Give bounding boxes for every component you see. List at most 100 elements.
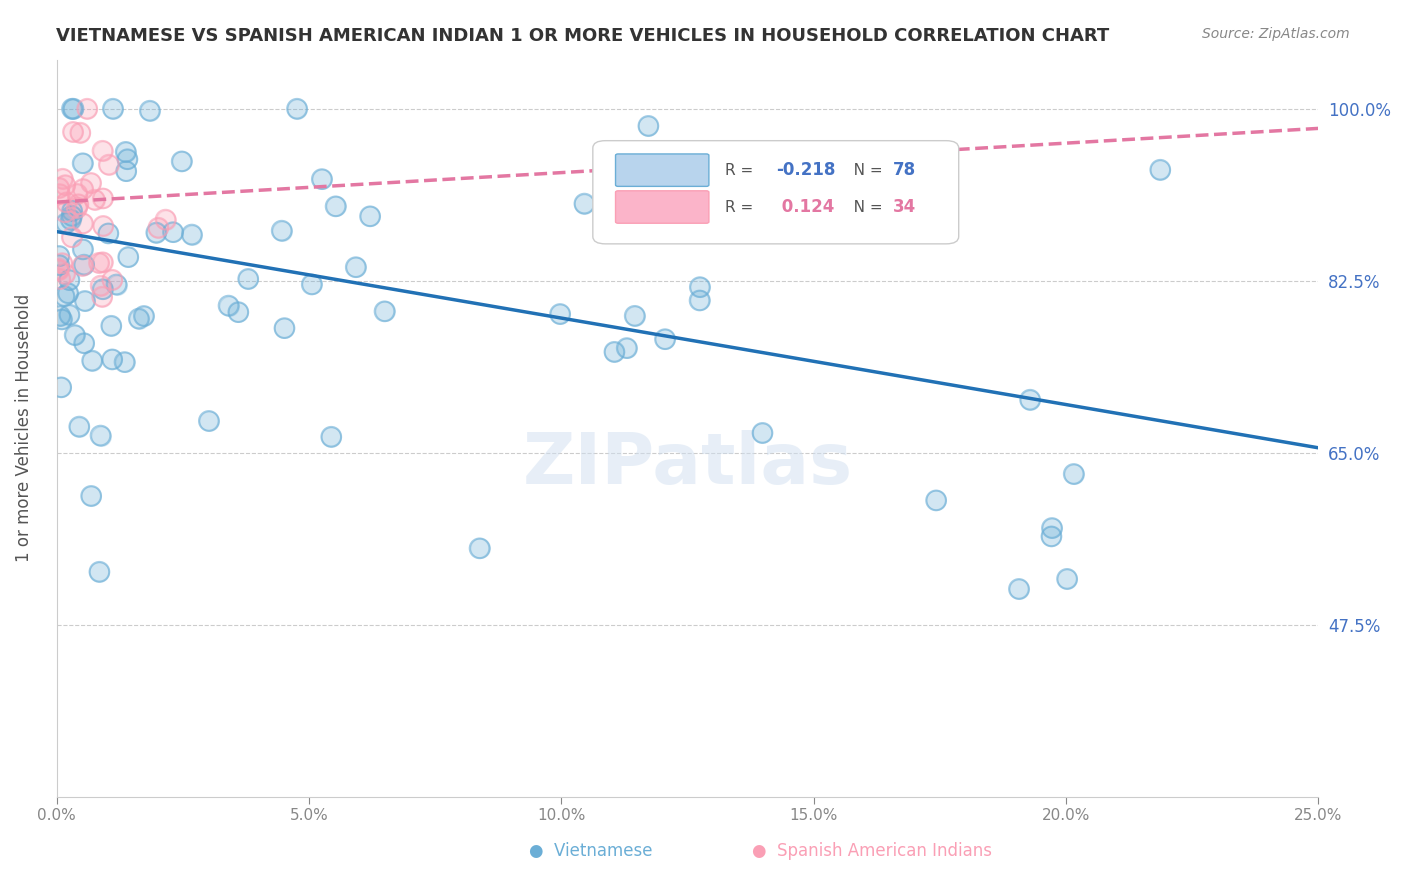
Point: [1019, 392, 1042, 407]
Point: [654, 332, 676, 346]
Point: [82, 353, 104, 368]
Point: [48, 180, 70, 194]
Text: Source: ZipAtlas.com: Source: ZipAtlas.com: [1202, 27, 1350, 41]
Point: [90, 278, 112, 293]
Point: [63, 328, 86, 343]
Point: [91, 219, 114, 233]
Point: [91, 282, 114, 296]
Point: [115, 164, 138, 178]
Text: R =: R =: [725, 162, 758, 178]
Point: [751, 425, 773, 440]
Point: [48, 187, 70, 202]
Text: ●  Spanish American Indians: ● Spanish American Indians: [752, 842, 991, 860]
Text: ●  Vietnamese: ● Vietnamese: [529, 842, 652, 860]
Text: 0.124: 0.124: [776, 198, 834, 216]
Point: [145, 226, 167, 240]
Y-axis label: 1 or more Vehicles in Household: 1 or more Vehicles in Household: [15, 294, 32, 562]
Point: [270, 224, 292, 238]
Point: [114, 145, 136, 159]
Point: [311, 172, 333, 186]
Point: [374, 304, 396, 318]
Point: [48, 263, 70, 277]
Point: [66, 201, 89, 215]
Point: [218, 299, 240, 313]
Point: [723, 189, 745, 203]
Text: 34: 34: [893, 198, 917, 216]
Point: [51, 256, 73, 270]
Point: [60, 102, 83, 116]
Point: [63, 328, 86, 343]
Point: [49, 380, 72, 394]
Point: [58, 308, 80, 322]
Point: [198, 414, 221, 428]
Point: [321, 430, 343, 444]
Point: [76, 102, 98, 116]
Point: [97, 227, 120, 241]
Point: [132, 309, 155, 323]
Point: [72, 259, 94, 273]
Point: [574, 196, 596, 211]
Point: [76, 102, 98, 116]
Point: [1008, 582, 1031, 596]
Point: [91, 219, 114, 233]
Point: [117, 153, 139, 167]
Point: [91, 282, 114, 296]
Point: [1056, 572, 1078, 586]
Point: [148, 220, 170, 235]
Point: [100, 318, 122, 333]
Point: [49, 272, 72, 286]
Point: [91, 144, 114, 158]
Point: [83, 193, 105, 207]
Point: [52, 171, 75, 186]
Point: [468, 541, 491, 556]
Point: [72, 182, 94, 196]
Point: [97, 227, 120, 241]
Point: [48, 187, 70, 202]
Point: [67, 419, 90, 434]
Point: [637, 119, 659, 133]
Point: [925, 493, 948, 508]
Point: [73, 336, 96, 351]
Point: [72, 217, 94, 231]
Point: [574, 196, 596, 211]
Point: [132, 309, 155, 323]
Point: [139, 103, 162, 118]
Point: [128, 311, 150, 326]
Point: [344, 260, 367, 275]
Point: [83, 193, 105, 207]
Point: [603, 344, 626, 359]
Point: [180, 227, 202, 242]
Point: [616, 341, 638, 355]
Point: [91, 191, 114, 205]
Point: [218, 299, 240, 313]
Point: [101, 273, 124, 287]
Point: [723, 189, 745, 203]
Point: [53, 267, 76, 281]
Text: R =: R =: [725, 200, 758, 214]
Point: [67, 419, 90, 434]
Point: [311, 172, 333, 186]
Text: N =: N =: [839, 200, 887, 214]
Point: [66, 186, 89, 201]
Point: [128, 311, 150, 326]
Point: [53, 178, 76, 193]
Point: [60, 203, 83, 218]
Point: [48, 261, 70, 276]
Point: [1040, 529, 1063, 543]
Point: [139, 103, 162, 118]
Point: [689, 293, 711, 308]
Point: [72, 217, 94, 231]
Point: [55, 216, 77, 230]
Point: [58, 273, 80, 287]
Point: [359, 209, 381, 223]
Point: [1149, 162, 1171, 177]
Point: [321, 430, 343, 444]
Point: [72, 243, 94, 257]
Point: [101, 352, 124, 367]
Point: [301, 277, 323, 292]
Point: [91, 290, 114, 304]
Point: [374, 304, 396, 318]
Point: [60, 209, 83, 223]
Point: [73, 258, 96, 272]
Point: [82, 353, 104, 368]
